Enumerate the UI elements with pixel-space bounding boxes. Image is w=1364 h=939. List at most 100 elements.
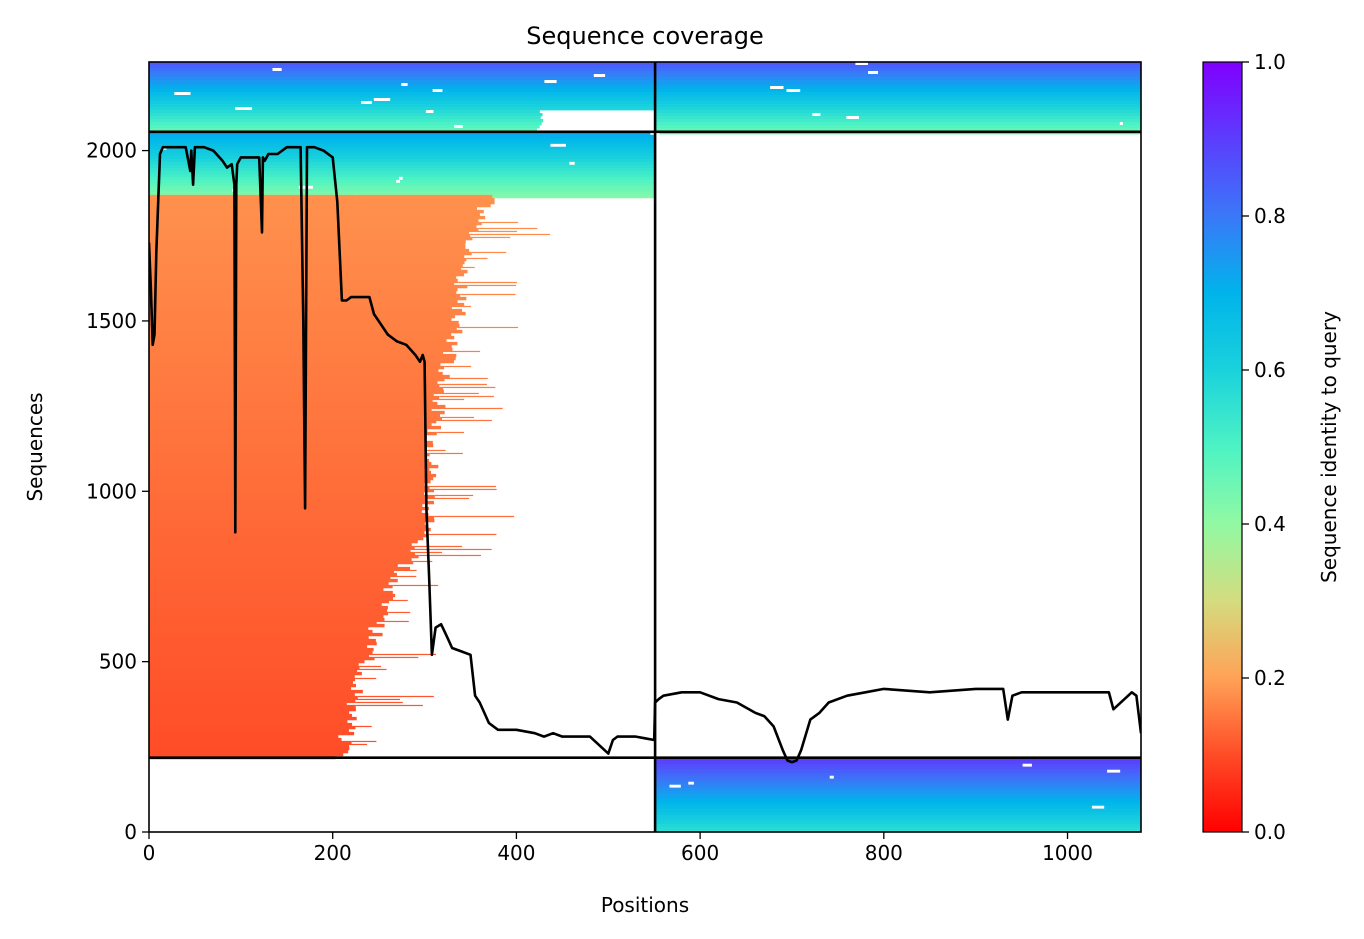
coverage-strip bbox=[655, 86, 1141, 90]
coverage-strip bbox=[410, 548, 492, 551]
coverage-strip bbox=[149, 110, 540, 114]
coverage-strip bbox=[149, 119, 544, 123]
coverage-strip bbox=[149, 479, 431, 484]
coverage-strip bbox=[149, 392, 434, 397]
coverage-strip bbox=[655, 820, 1141, 825]
coverage-strip bbox=[443, 386, 496, 389]
coverage-strip bbox=[149, 161, 656, 166]
coverage-strip bbox=[149, 101, 656, 105]
colorbar-tick-label: 0.0 bbox=[1254, 820, 1286, 844]
coverage-strip bbox=[149, 98, 656, 102]
coverage-strip bbox=[149, 236, 473, 241]
gap-mark bbox=[868, 71, 878, 74]
coverage-strip bbox=[149, 164, 656, 169]
coverage-strip bbox=[655, 95, 1141, 99]
coverage-strip bbox=[149, 692, 355, 697]
coverage-strip bbox=[149, 122, 542, 126]
coverage-strip bbox=[149, 752, 344, 757]
coverage-strip bbox=[149, 503, 423, 508]
coverage-strip bbox=[149, 713, 353, 718]
coverage-strip bbox=[149, 575, 391, 580]
coverage-strip bbox=[149, 530, 425, 535]
coverage-strip bbox=[149, 248, 470, 253]
coverage-strip bbox=[433, 488, 497, 491]
coverage-strip bbox=[149, 512, 429, 517]
coverage-strip bbox=[655, 769, 1141, 774]
coverage-strip bbox=[149, 389, 444, 394]
coverage-strip bbox=[432, 398, 465, 401]
coverage-strip bbox=[149, 728, 349, 733]
coverage-strip bbox=[149, 65, 656, 69]
coverage-strip bbox=[149, 731, 355, 736]
coverage-strip bbox=[655, 125, 1141, 129]
coverage-strip bbox=[149, 143, 656, 148]
coverage-strip bbox=[149, 638, 376, 643]
coverage-strip bbox=[149, 686, 352, 691]
coverage-strip bbox=[149, 107, 656, 111]
coverage-strip bbox=[149, 152, 656, 157]
gap-mark bbox=[846, 116, 859, 119]
coverage-strip bbox=[655, 766, 1141, 771]
coverage-strip bbox=[149, 296, 467, 301]
coverage-strip bbox=[149, 125, 540, 129]
gap-mark bbox=[373, 98, 391, 101]
coverage-strip bbox=[428, 533, 497, 536]
coverage-strip bbox=[149, 497, 427, 502]
coverage-strip bbox=[149, 671, 362, 676]
coverage-strip bbox=[429, 485, 497, 488]
gap-mark bbox=[786, 89, 801, 92]
coverage-strip bbox=[149, 659, 365, 664]
coverage-strip bbox=[444, 365, 472, 368]
coverage-strip bbox=[149, 710, 350, 715]
gap-mark bbox=[272, 68, 282, 71]
coverage-strip bbox=[149, 647, 374, 652]
coverage-strip bbox=[149, 599, 390, 604]
coverage-strip bbox=[149, 317, 452, 322]
gap-mark bbox=[235, 107, 253, 110]
coverage-strip bbox=[149, 716, 357, 721]
coverage-strip bbox=[149, 398, 433, 403]
coverage-strip bbox=[149, 590, 393, 595]
coverage-strip bbox=[149, 113, 543, 117]
coverage-strip bbox=[149, 539, 418, 544]
coverage-strip bbox=[655, 781, 1141, 786]
coverage-strip bbox=[149, 533, 429, 538]
coverage-strip bbox=[149, 71, 656, 75]
coverage-strip bbox=[655, 784, 1141, 789]
coverage-strip bbox=[655, 98, 1141, 102]
coverage-strip bbox=[357, 695, 434, 698]
coverage-strip bbox=[149, 494, 435, 499]
coverage-strip bbox=[451, 305, 471, 308]
coverage-strip bbox=[149, 704, 356, 709]
coverage-strip bbox=[149, 89, 656, 93]
coverage-strip bbox=[355, 704, 423, 707]
coverage-strip bbox=[149, 482, 425, 487]
coverage-strip bbox=[655, 811, 1141, 816]
coverage-strip bbox=[149, 425, 442, 430]
coverage-strip bbox=[149, 443, 434, 448]
coverage-strip bbox=[655, 793, 1141, 798]
coverage-line-layer bbox=[149, 145, 1141, 764]
coverage-strip bbox=[470, 233, 551, 236]
coverage-strip bbox=[418, 554, 481, 557]
coverage-strip bbox=[149, 476, 434, 481]
coverage-strip bbox=[149, 725, 356, 730]
coverage-strip bbox=[655, 808, 1141, 813]
coverage-strip bbox=[149, 230, 470, 235]
coverage-strip bbox=[149, 251, 472, 256]
coverage-strip bbox=[655, 122, 1141, 126]
coverage-strip bbox=[359, 665, 381, 668]
coverage-strip bbox=[149, 92, 656, 96]
coverage-strip bbox=[149, 401, 438, 406]
colorbar-tick-label: 0.8 bbox=[1254, 204, 1286, 228]
coverage-strip bbox=[655, 110, 1141, 114]
coverage-strip bbox=[149, 560, 414, 565]
coverage-strip bbox=[149, 434, 427, 439]
coverage-strip bbox=[149, 545, 415, 550]
coverage-strip bbox=[655, 796, 1141, 801]
coverage-strip bbox=[149, 173, 656, 178]
colorbar-tick-label: 0.4 bbox=[1254, 512, 1286, 536]
coverage-strip bbox=[471, 251, 507, 254]
coverage-strip bbox=[351, 740, 377, 743]
coverage-strip bbox=[655, 787, 1141, 792]
